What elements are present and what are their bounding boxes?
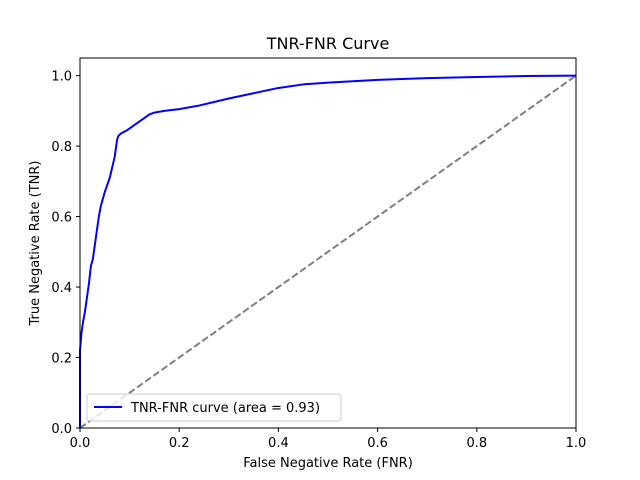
y-axis-ticks: 0.0 0.2 0.4 0.6 0.8 1.0 [51, 70, 80, 437]
y-tick-label: 0.6 [51, 211, 72, 226]
y-tick-label: 0.4 [51, 281, 72, 296]
legend-box [86, 393, 342, 422]
x-axis-label: False Negative Rate (FNR) [243, 456, 413, 471]
y-tick-label: 0.2 [51, 352, 72, 367]
x-tick-label: 0.4 [268, 436, 289, 451]
x-axis-ticks: 0.0 0.2 0.4 0.6 0.8 1.0 [70, 428, 587, 451]
x-tick-label: 0.6 [367, 436, 388, 451]
x-tick-label: 0.8 [466, 436, 487, 451]
x-tick-label: 0.0 [70, 436, 91, 451]
plot-frame [79, 57, 577, 429]
y-tick-label: 0.8 [51, 140, 72, 155]
x-tick-label: 0.2 [169, 436, 190, 451]
legend-label: TNR-FNR curve (area = 0.93) [130, 401, 320, 416]
tnr-fnr-curve-line [79, 74, 577, 428]
chart-title: TNR-FNR Curve [266, 34, 390, 53]
x-tick-label: 1.0 [566, 436, 587, 451]
y-tick-label: 0.0 [51, 422, 72, 437]
y-axis-label: True Negative Rate (TNR) [28, 160, 43, 326]
plot-lines [79, 74, 577, 429]
y-tick-label: 1.0 [51, 70, 72, 85]
diagonal-reference-line [79, 74, 577, 429]
legend: TNR-FNR curve (area = 0.93) [86, 393, 342, 422]
